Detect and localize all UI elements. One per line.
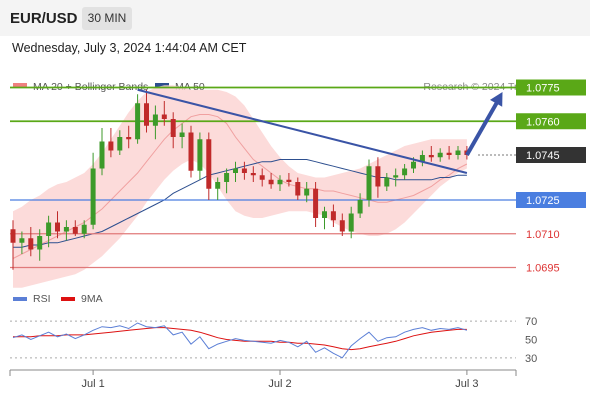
candle-body (393, 175, 399, 178)
x-tick-label: Jul 1 (81, 378, 104, 390)
candle-body (250, 173, 256, 176)
rsi-line (12, 322, 468, 359)
candle-body (241, 168, 247, 173)
level-label-1.0760: 1.0760 (526, 116, 560, 128)
rsi-tick-30: 30 (525, 353, 537, 365)
forecast-arrow-head (490, 92, 503, 107)
ma9-legend-label: 9MA (81, 293, 103, 305)
candle-body (428, 155, 434, 158)
candle-body (206, 139, 212, 189)
candle-body (446, 152, 452, 155)
candle-body (63, 227, 69, 232)
candle-body (144, 103, 149, 126)
timeframe-button[interactable]: 30 MIN (82, 7, 132, 30)
rsi-tick-50: 50 (525, 335, 537, 347)
candle-body (419, 155, 425, 162)
candle-body (152, 114, 158, 126)
candle-body (179, 132, 185, 137)
ma9-line (13, 327, 467, 351)
candle-body (304, 188, 310, 196)
candle-body (357, 200, 363, 214)
candle-body (455, 150, 461, 155)
level-label-1.0775: 1.0775 (526, 83, 560, 95)
candle-body (170, 119, 176, 137)
level-label-1.0745: 1.0745 (526, 150, 560, 162)
candle-body (322, 211, 327, 218)
candle-body (366, 166, 372, 200)
candle-body (55, 222, 60, 232)
datetime-label: Wednesday, July 3, 2024 1:44:04 AM CET (12, 41, 247, 55)
candle-body (348, 213, 354, 232)
candle-body (108, 141, 114, 151)
candle-body (295, 182, 301, 196)
candle-body (277, 179, 283, 185)
candle-body (402, 168, 408, 176)
level-label-1.0710: 1.0710 (526, 229, 560, 241)
candle-body (384, 177, 390, 187)
candle-body (90, 168, 96, 225)
ma20-legend-swatch (13, 83, 27, 87)
candle-body (411, 161, 416, 169)
rsi-legend-label: RSI (33, 293, 51, 305)
symbol-label: EUR/USD (10, 10, 78, 27)
candle-body (268, 179, 274, 185)
candle-body (339, 220, 345, 232)
candle-body (375, 166, 381, 187)
resistance-trendline (137, 88, 468, 174)
forecast-arrow-shaft (465, 97, 502, 156)
header-bar: EUR/USD 30 MIN (0, 0, 590, 36)
candle-body (81, 224, 87, 234)
candle-body (259, 175, 265, 180)
candle-body (188, 132, 194, 171)
candle-body (286, 179, 292, 182)
ma20-line (12, 114, 468, 259)
candle-body (126, 137, 132, 140)
candle-body (215, 182, 221, 189)
candle-body (135, 103, 141, 140)
candle-body (99, 141, 105, 169)
ma9-legend-swatch (61, 297, 75, 301)
rsi-legend-swatch (13, 297, 27, 301)
bollinger-band-area (13, 85, 467, 288)
level-tag-1.0725 (516, 192, 586, 208)
candle-body (28, 238, 34, 250)
candle-body (19, 238, 25, 243)
candle-body (197, 139, 203, 171)
x-tick-label: Jul 3 (455, 378, 478, 390)
candle-body (46, 222, 52, 236)
level-tag-1.0745 (516, 147, 586, 163)
candle-body (224, 173, 230, 182)
rsi-tick-70: 70 (525, 316, 537, 328)
ma50-line (13, 159, 467, 248)
candle-body (437, 152, 443, 158)
candle-body (72, 227, 78, 234)
candle-body (37, 236, 43, 250)
candle-body (161, 114, 167, 119)
level-label-1.0725: 1.0725 (526, 195, 560, 207)
level-label-1.0695: 1.0695 (526, 263, 560, 275)
level-tag-1.0775 (516, 79, 586, 96)
level-tag-1.0760 (516, 113, 586, 130)
candle-body (10, 229, 16, 243)
candle-body (330, 211, 336, 221)
x-tick-label: Jul 2 (268, 378, 291, 390)
candle-body (233, 168, 238, 173)
candle-body (117, 137, 123, 151)
ma50-legend-swatch (155, 83, 169, 87)
candle-body (313, 188, 319, 218)
